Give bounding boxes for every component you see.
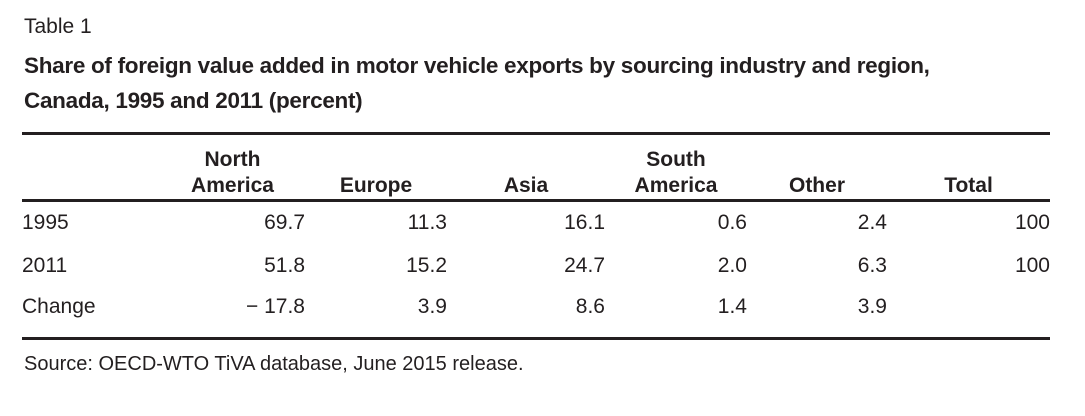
value-cell: 100 <box>1014 211 1050 235</box>
source-note: Source: OECD-WTO TiVA database, June 201… <box>24 353 524 375</box>
value-cell: 6.3 <box>857 253 887 277</box>
value-cell: 100 <box>1014 253 1050 277</box>
value-cell: 15.2 <box>406 253 447 277</box>
table-row-2011: 2011 51.8 15.2 24.7 2.0 6.3 100 <box>22 245 1050 287</box>
value-cell: 2.0 <box>717 253 747 277</box>
row-label-change: Change <box>22 286 160 340</box>
column-header-text: America <box>191 174 274 197</box>
value-cell: 1.4 <box>605 286 747 340</box>
column-header-text: Other <box>788 174 845 197</box>
table-title: Share of foreign value added in motor ve… <box>24 48 1085 118</box>
table-row-change: Change − 17.8 3.9 8.6 1.4 3.9 <box>22 286 1050 340</box>
table-title-line-1: Share of foreign value added in motor ve… <box>24 53 930 78</box>
row-label-2011: 2011 <box>22 253 68 277</box>
column-header-text: South <box>646 148 706 171</box>
value-cell: 11.3 <box>407 211 447 235</box>
row-label-1995: 1995 <box>22 211 69 235</box>
column-header-asia: Asia <box>447 132 605 202</box>
column-header-text: Total <box>944 174 993 197</box>
column-header-other: Other <box>747 132 887 202</box>
table-number-label: Table 1 <box>24 15 92 38</box>
value-cell: 69.7 <box>264 211 305 235</box>
table-row-1995: 1995 69.7 11.3 16.1 0.6 2.4 100 <box>22 201 1050 245</box>
column-header-south-america: South America <box>605 132 747 202</box>
table-title-line-2: Canada, 1995 and 2011 (percent) <box>24 88 363 113</box>
column-header-text: Asia <box>503 174 549 197</box>
value-cell: 16.1 <box>564 211 605 235</box>
column-header-text: America <box>634 174 718 197</box>
column-header-north-america: North America <box>160 132 305 202</box>
value-cell: 3.9 <box>747 286 887 340</box>
value-cell: 0.6 <box>717 211 747 235</box>
column-header-blank <box>22 132 160 202</box>
column-header-europe: Europe <box>305 132 447 202</box>
value-cell: 8.6 <box>447 286 605 340</box>
column-header-total: Total <box>887 132 1050 202</box>
header-row: North America Europe Asia South America … <box>22 132 1050 202</box>
value-cell: 51.8 <box>264 253 305 277</box>
value-cell: 2.4 <box>857 211 887 235</box>
column-header-text: North <box>204 148 261 171</box>
data-table: North America Europe Asia South America … <box>22 132 1050 340</box>
value-cell: 3.9 <box>305 286 447 340</box>
value-cell: 24.7 <box>564 253 605 277</box>
value-cell: − 17.8 <box>160 286 305 340</box>
column-header-text: Europe <box>339 174 413 197</box>
value-cell <box>887 286 1050 340</box>
